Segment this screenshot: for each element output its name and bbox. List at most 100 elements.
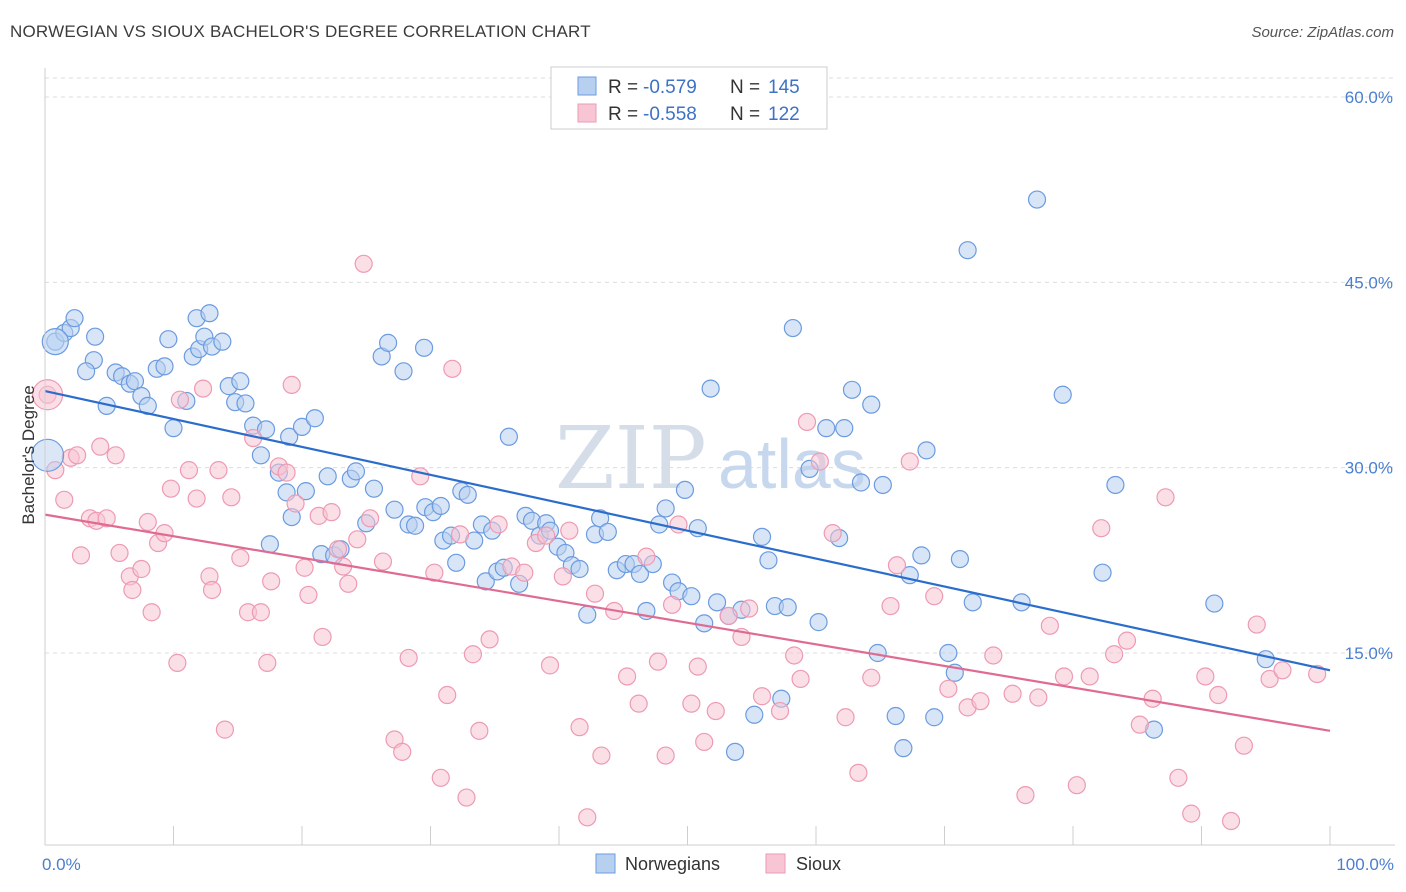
point-sioux-2 <box>55 490 74 509</box>
point-sioux-87 <box>695 732 714 752</box>
point-sioux-102 <box>881 596 900 616</box>
point-norwegians-46 <box>346 462 366 481</box>
point-sioux-43 <box>313 627 332 647</box>
point-sioux-59 <box>443 359 462 378</box>
trend-lines <box>44 389 1331 732</box>
point-sioux-129 <box>1247 615 1266 634</box>
point-sioux-9 <box>97 509 116 528</box>
point-sioux-15 <box>138 512 157 532</box>
point-sioux-93 <box>770 701 790 721</box>
point-norwegians-124 <box>912 546 931 565</box>
point-norwegians-127 <box>939 643 958 663</box>
series-name-norwegians: Norwegians <box>625 854 720 874</box>
legend-swatch-norwegians <box>577 76 597 96</box>
point-norwegians-80 <box>570 559 589 579</box>
point-sioux-85 <box>682 694 701 713</box>
point-norwegians-96 <box>682 587 701 606</box>
point-sioux-97 <box>810 452 829 471</box>
point-sioux-35 <box>262 572 281 591</box>
point-sioux-48 <box>348 530 367 549</box>
point-norwegians-51 <box>385 500 404 519</box>
point-norwegians-54 <box>405 516 425 535</box>
point-sioux-123 <box>1169 768 1188 787</box>
legend-r-value-norwegians: -0.579 <box>643 77 697 98</box>
y-tick-label-0: 15.0% <box>1345 644 1393 663</box>
point-sioux-94 <box>785 646 804 665</box>
point-sioux-89 <box>719 606 738 626</box>
point-norwegians-99 <box>701 379 720 398</box>
point-norwegians-38 <box>292 417 312 436</box>
point-norwegians-133 <box>1027 190 1047 209</box>
point-sioux-21 <box>170 390 190 409</box>
point-sioux-116 <box>1080 667 1099 686</box>
point-sioux-11 <box>110 543 129 563</box>
point-sioux-44 <box>322 503 341 522</box>
point-norwegians-112 <box>809 613 828 632</box>
point-sioux-100 <box>849 763 868 782</box>
y-tick-label-2: 45.0% <box>1345 273 1393 292</box>
point-norwegians-134 <box>1053 385 1072 404</box>
point-norwegians-15 <box>155 357 174 376</box>
point-norwegians-135 <box>1093 563 1112 582</box>
point-sioux-111 <box>1016 785 1035 805</box>
point-sioux-30 <box>231 548 250 567</box>
point-norwegians-125 <box>917 441 936 460</box>
point-sioux-58 <box>438 685 457 705</box>
chart-title: NORWEGIAN VS SIOUX BACHELOR'S DEGREE COR… <box>10 22 591 41</box>
point-norwegians-106 <box>759 551 778 570</box>
point-sioux-4 <box>68 446 87 465</box>
point-norwegians-138 <box>1205 594 1224 613</box>
point-sioux-110 <box>1003 684 1022 703</box>
point-sioux-127 <box>1221 811 1241 831</box>
legend-swatch-sioux <box>577 103 597 123</box>
point-sioux-72 <box>560 521 579 540</box>
point-sioux-8 <box>91 437 110 456</box>
point-norwegians-113 <box>817 419 836 438</box>
point-norwegians-52 <box>394 362 413 381</box>
point-sioux-70 <box>540 656 560 675</box>
point-sioux-49 <box>354 254 373 273</box>
point-norwegians-58 <box>431 496 450 516</box>
series-legend: Norwegians Sioux <box>595 853 841 874</box>
point-sioux-104 <box>900 452 919 471</box>
point-sioux-62 <box>463 645 483 664</box>
legend-n-label-sioux: N = <box>730 104 760 125</box>
point-norwegians-84 <box>598 522 617 542</box>
point-sioux-39 <box>286 494 305 513</box>
point-sioux-109 <box>984 646 1003 665</box>
point-norwegians-121 <box>886 706 905 726</box>
point-sioux-53 <box>393 742 412 761</box>
point-norwegians-16 <box>159 330 178 349</box>
point-sioux-99 <box>836 708 855 727</box>
point-norwegians-126 <box>925 708 944 727</box>
point-sioux-71 <box>553 567 572 586</box>
point-sioux-50 <box>361 509 380 528</box>
source-label: Source: ZipAtlas.com <box>1251 24 1394 41</box>
point-sioux-95 <box>791 669 810 689</box>
point-sioux-106 <box>939 679 958 698</box>
series-name-sioux: Sioux <box>796 854 841 874</box>
point-sioux-91 <box>740 599 759 618</box>
point-sioux-13 <box>123 580 142 600</box>
point-norwegians-large-0 <box>41 328 69 356</box>
point-sioux-67 <box>515 563 534 582</box>
point-norwegians-81 <box>578 605 597 624</box>
point-sioux-57 <box>431 768 450 787</box>
point-sioux-113 <box>1040 616 1059 635</box>
point-sioux-34 <box>258 653 277 672</box>
point-norwegians-48 <box>364 479 384 498</box>
point-norwegians-50 <box>378 333 398 352</box>
point-sioux-29 <box>222 488 241 507</box>
x-tick-label-right: 100.0% <box>1336 855 1394 874</box>
point-sioux-33 <box>251 603 270 622</box>
point-sioux-45 <box>328 540 348 559</box>
point-norwegians-17 <box>164 419 183 438</box>
point-norwegians-116 <box>842 380 862 399</box>
y-tick-label-1: 30.0% <box>1345 459 1393 478</box>
point-sioux-82 <box>656 746 675 765</box>
point-sioux-88 <box>706 701 725 721</box>
point-norwegians-61 <box>447 553 466 572</box>
point-norwegians-32 <box>256 420 276 439</box>
point-norwegians-25 <box>213 332 232 351</box>
